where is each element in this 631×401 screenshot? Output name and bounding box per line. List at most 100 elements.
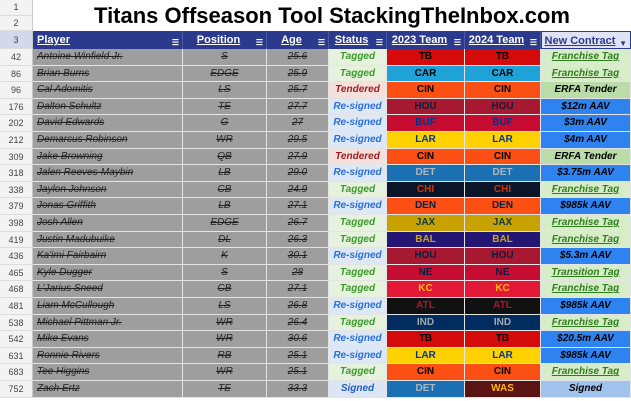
contract-cell[interactable]: $5.3m AAV	[541, 248, 631, 265]
contract-cell[interactable]: $985k AAV	[541, 198, 631, 215]
row-number[interactable]: 542	[0, 331, 33, 348]
age-cell[interactable]: 26.8	[267, 298, 329, 315]
filter-active-icon[interactable]: ▼	[619, 39, 627, 48]
row-number[interactable]: 309	[0, 148, 33, 166]
status-cell[interactable]: Tagged	[329, 215, 387, 232]
player-cell[interactable]: Kyle Dugger	[33, 264, 183, 282]
player-cell[interactable]: Liam McCullough	[33, 298, 183, 315]
filter-icon[interactable]: ☰	[255, 38, 263, 47]
team-2023-cell[interactable]: JAX	[387, 215, 465, 232]
column-header-2024-team[interactable]: 2024 Team ☰	[465, 31, 541, 49]
player-cell[interactable]: Mike Evans	[33, 331, 183, 348]
player-cell[interactable]: Ronnie Rivers	[33, 347, 183, 365]
age-cell[interactable]: 25.6	[267, 49, 329, 66]
row-number[interactable]: 752	[0, 381, 33, 398]
team-2024-cell[interactable]: BAL	[465, 231, 541, 249]
team-2023-cell[interactable]: CIN	[387, 364, 465, 381]
team-2023-cell[interactable]: CHI	[387, 181, 465, 199]
position-cell[interactable]: LS	[183, 298, 267, 315]
team-2024-cell[interactable]: JAX	[465, 215, 541, 232]
status-cell[interactable]: Re-signed	[329, 331, 387, 348]
contract-cell[interactable]: ERFA Tender	[541, 82, 631, 99]
team-2023-cell[interactable]: KC	[387, 281, 465, 298]
player-cell[interactable]: Zach Ertz	[33, 381, 183, 398]
team-2024-cell[interactable]: ATL	[465, 298, 541, 315]
contract-cell[interactable]: $3.75m AAV	[541, 165, 631, 182]
age-cell[interactable]: 25.7	[267, 82, 329, 99]
player-cell[interactable]: Josh Allen	[33, 215, 183, 232]
filter-icon[interactable]: ☰	[171, 38, 179, 47]
position-cell[interactable]: CB	[183, 281, 267, 298]
filter-icon[interactable]: ☰	[529, 38, 537, 47]
team-2023-cell[interactable]: HOU	[387, 248, 465, 265]
position-cell[interactable]: DL	[183, 231, 267, 249]
contract-cell[interactable]: Franchise Tag	[541, 281, 631, 298]
row-number[interactable]: 86	[0, 65, 33, 83]
team-2024-cell[interactable]: CIN	[465, 148, 541, 166]
position-cell[interactable]: WR	[183, 132, 267, 149]
team-2023-cell[interactable]: HOU	[387, 98, 465, 116]
team-2023-cell[interactable]: LAR	[387, 347, 465, 365]
age-cell[interactable]: 25.1	[267, 347, 329, 365]
player-cell[interactable]: L'Jarius Sneed	[33, 281, 183, 298]
row-number[interactable]: 436	[0, 248, 33, 265]
position-cell[interactable]: TE	[183, 381, 267, 398]
row-number[interactable]: 631	[0, 347, 33, 365]
status-cell[interactable]: Tagged	[329, 49, 387, 66]
status-cell[interactable]: Re-signed	[329, 248, 387, 265]
row-number[interactable]: 468	[0, 281, 33, 298]
contract-cell[interactable]: Transition Tag	[541, 264, 631, 282]
age-cell[interactable]: 26.3	[267, 231, 329, 249]
status-cell[interactable]: Re-signed	[329, 115, 387, 132]
contract-cell[interactable]: Franchise Tag	[541, 215, 631, 232]
contract-cell[interactable]: $12m AAV	[541, 98, 631, 116]
age-cell[interactable]: 27.1	[267, 281, 329, 298]
team-2024-cell[interactable]: CIN	[465, 364, 541, 381]
age-cell[interactable]: 28	[267, 264, 329, 282]
contract-cell[interactable]: ERFA Tender	[541, 148, 631, 166]
player-cell[interactable]: Jonas Griffith	[33, 198, 183, 215]
row-number[interactable]: 2	[0, 15, 33, 31]
position-cell[interactable]: LB	[183, 165, 267, 182]
team-2023-cell[interactable]: CIN	[387, 82, 465, 99]
contract-cell[interactable]: $985k AAV	[541, 347, 631, 365]
position-cell[interactable]: G	[183, 115, 267, 132]
age-cell[interactable]: 30.6	[267, 331, 329, 348]
player-cell[interactable]: Brian Burns	[33, 65, 183, 83]
team-2024-cell[interactable]: CAR	[465, 65, 541, 83]
status-cell[interactable]: Tagged	[329, 281, 387, 298]
position-cell[interactable]: EDGE	[183, 65, 267, 83]
row-number[interactable]: 419	[0, 231, 33, 249]
position-cell[interactable]: K	[183, 248, 267, 265]
row-number[interactable]: 538	[0, 314, 33, 332]
age-cell[interactable]: 27.9	[267, 148, 329, 166]
status-cell[interactable]: Tagged	[329, 181, 387, 199]
position-cell[interactable]: WR	[183, 314, 267, 332]
position-cell[interactable]: S	[183, 264, 267, 282]
team-2023-cell[interactable]: ATL	[387, 298, 465, 315]
row-number[interactable]: 318	[0, 165, 33, 182]
age-cell[interactable]: 24.9	[267, 181, 329, 199]
row-number[interactable]: 465	[0, 264, 33, 282]
status-cell[interactable]: Re-signed	[329, 298, 387, 315]
row-number[interactable]: 42	[0, 49, 33, 66]
contract-cell[interactable]: Franchise Tag	[541, 181, 631, 199]
column-header-player[interactable]: Player ☰	[33, 31, 183, 49]
team-2023-cell[interactable]: DET	[387, 381, 465, 398]
team-2024-cell[interactable]: WAS	[465, 381, 541, 398]
player-cell[interactable]: David Edwards	[33, 115, 183, 132]
position-cell[interactable]: LB	[183, 198, 267, 215]
team-2024-cell[interactable]: LAR	[465, 132, 541, 149]
age-cell[interactable]: 27.7	[267, 98, 329, 116]
age-cell[interactable]: 29.0	[267, 165, 329, 182]
contract-cell[interactable]: Franchise Tag	[541, 364, 631, 381]
row-number[interactable]: 3	[0, 31, 33, 49]
column-header-new-contract[interactable]: New Contract ▼	[541, 31, 631, 49]
status-cell[interactable]: Re-signed	[329, 132, 387, 149]
row-number[interactable]: 481	[0, 298, 33, 315]
team-2023-cell[interactable]: TB	[387, 331, 465, 348]
status-cell[interactable]: Tagged	[329, 231, 387, 249]
team-2023-cell[interactable]: BUF	[387, 115, 465, 132]
contract-cell[interactable]: Franchise Tag	[541, 49, 631, 66]
status-cell[interactable]: Re-signed	[329, 98, 387, 116]
